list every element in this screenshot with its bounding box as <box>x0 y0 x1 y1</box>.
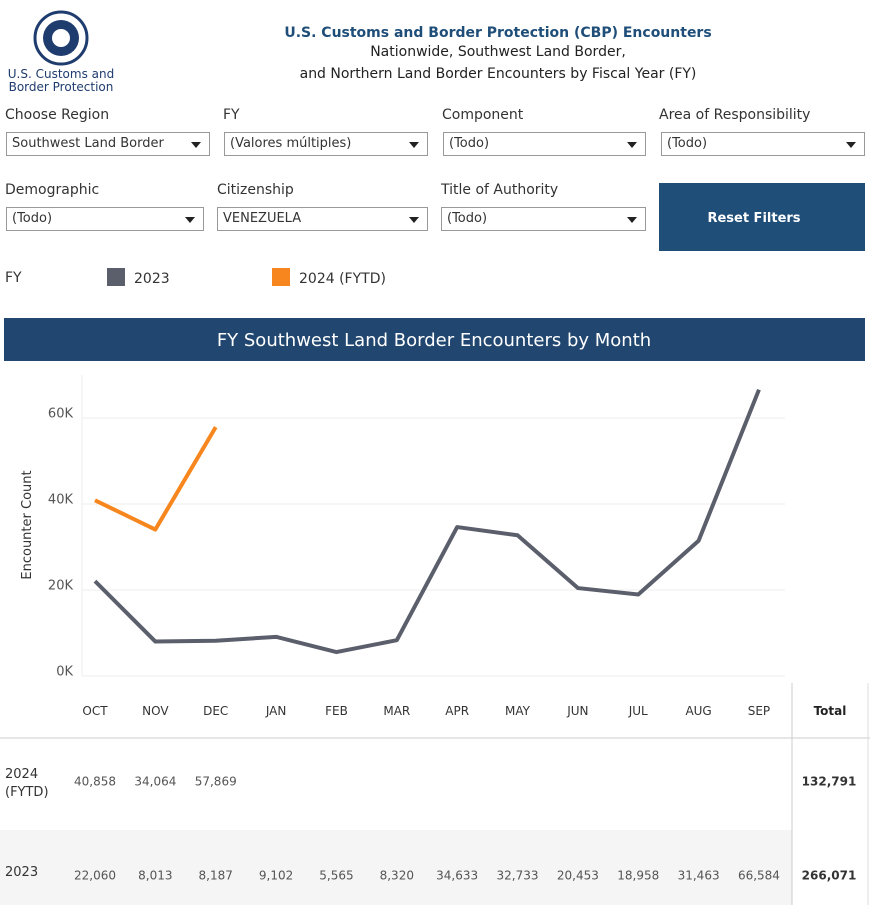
y-axis-label: Encounter Count <box>20 470 35 579</box>
filter-label: FY <box>223 107 240 123</box>
table-value: 22,060 <box>74 869 116 883</box>
legend-swatch <box>107 268 125 286</box>
reset-button[interactable] <box>659 183 865 251</box>
filter-dropdown[interactable]: (Todo) <box>441 207 646 231</box>
table-value: 8,013 <box>138 869 172 883</box>
logo-text: U.S. Customs and <box>8 67 114 81</box>
x-tick-label: APR <box>445 704 469 718</box>
x-tick-label: FEB <box>325 704 348 718</box>
legend-swatch <box>272 268 290 286</box>
legend-label: 2023 <box>134 271 170 287</box>
x-tick-label: JAN <box>265 704 287 718</box>
x-tick-label: OCT <box>82 704 108 718</box>
row-label-box: 2024 (FYTD) <box>5 767 49 800</box>
x-tick-label: SEP <box>748 704 770 718</box>
chart-title-bar <box>4 318 865 361</box>
filter-dropdown[interactable]: (Todo) <box>661 132 865 156</box>
reset-label[interactable]: Reset Filters <box>707 211 800 226</box>
logo-eagle <box>52 29 70 47</box>
x-tick-label: JUN <box>566 704 588 718</box>
filter-dropdown[interactable]: (Todo) <box>443 132 646 156</box>
row-label: 2023 <box>5 865 39 880</box>
total-header: Total <box>814 704 847 718</box>
table-value: 34,064 <box>134 775 176 789</box>
row-label: 2024 (FYTD) <box>5 767 49 800</box>
x-tick-label: DEC <box>203 704 228 718</box>
x-tick-label: NOV <box>142 704 169 718</box>
logo-text: Border Protection <box>9 80 114 94</box>
legend-title: FY <box>5 270 22 286</box>
subtitle: Nationwide, Southwest Land Border, <box>370 44 626 60</box>
x-tick-label: MAR <box>383 704 410 718</box>
filter-label: Area of Responsibility <box>659 107 811 123</box>
y-tick-label: 60K <box>48 407 74 422</box>
filter-label: Citizenship <box>217 182 294 198</box>
filter-dropdown[interactable]: (Todo) <box>6 207 204 231</box>
table-total: 132,791 <box>802 775 857 789</box>
x-tick-label: MAY <box>505 704 531 718</box>
series-line <box>94 426 218 532</box>
table-total: 266,071 <box>802 869 857 883</box>
table-value: 20,453 <box>557 869 599 883</box>
table-value: 57,869 <box>195 775 237 789</box>
y-tick-label: 0K <box>56 665 73 680</box>
table-value: 9,102 <box>259 869 293 883</box>
table-value: 8,320 <box>380 869 414 883</box>
table-value: 32,733 <box>497 869 539 883</box>
row-label-box: 2023 <box>5 865 39 880</box>
filter-dropdown[interactable]: Southwest Land Border <box>6 132 210 156</box>
row-band <box>0 830 792 905</box>
filter-label: Demographic <box>5 182 100 198</box>
filter-dropdown[interactable]: VENEZUELA <box>217 207 428 231</box>
subtitle: and Northern Land Border Encounters by F… <box>300 66 697 82</box>
series-line <box>93 388 761 655</box>
table-value: 34,633 <box>436 869 478 883</box>
table-value: 66,584 <box>738 869 780 883</box>
table-value: 5,565 <box>319 869 353 883</box>
title: U.S. Customs and Border Protection (CBP)… <box>284 25 711 41</box>
table-value: 40,858 <box>74 775 116 789</box>
table-value: 8,187 <box>199 869 233 883</box>
table-value: 18,958 <box>617 869 659 883</box>
legend-label: 2024 (FYTD) <box>299 271 386 287</box>
x-tick-label: AUG <box>685 704 711 718</box>
filter-label: Choose Region <box>5 107 110 123</box>
y-tick-label: 20K <box>48 579 74 594</box>
filter-dropdown[interactable]: (Valores múltiples) <box>224 132 428 156</box>
x-tick-label: JUL <box>628 704 648 718</box>
y-tick-label: 40K <box>48 493 74 508</box>
filter-label: Title of Authority <box>441 182 559 198</box>
table-value: 31,463 <box>678 869 720 883</box>
chart-title: FY Southwest Land Border Encounters by M… <box>217 330 651 351</box>
filter-label: Component <box>442 107 524 123</box>
